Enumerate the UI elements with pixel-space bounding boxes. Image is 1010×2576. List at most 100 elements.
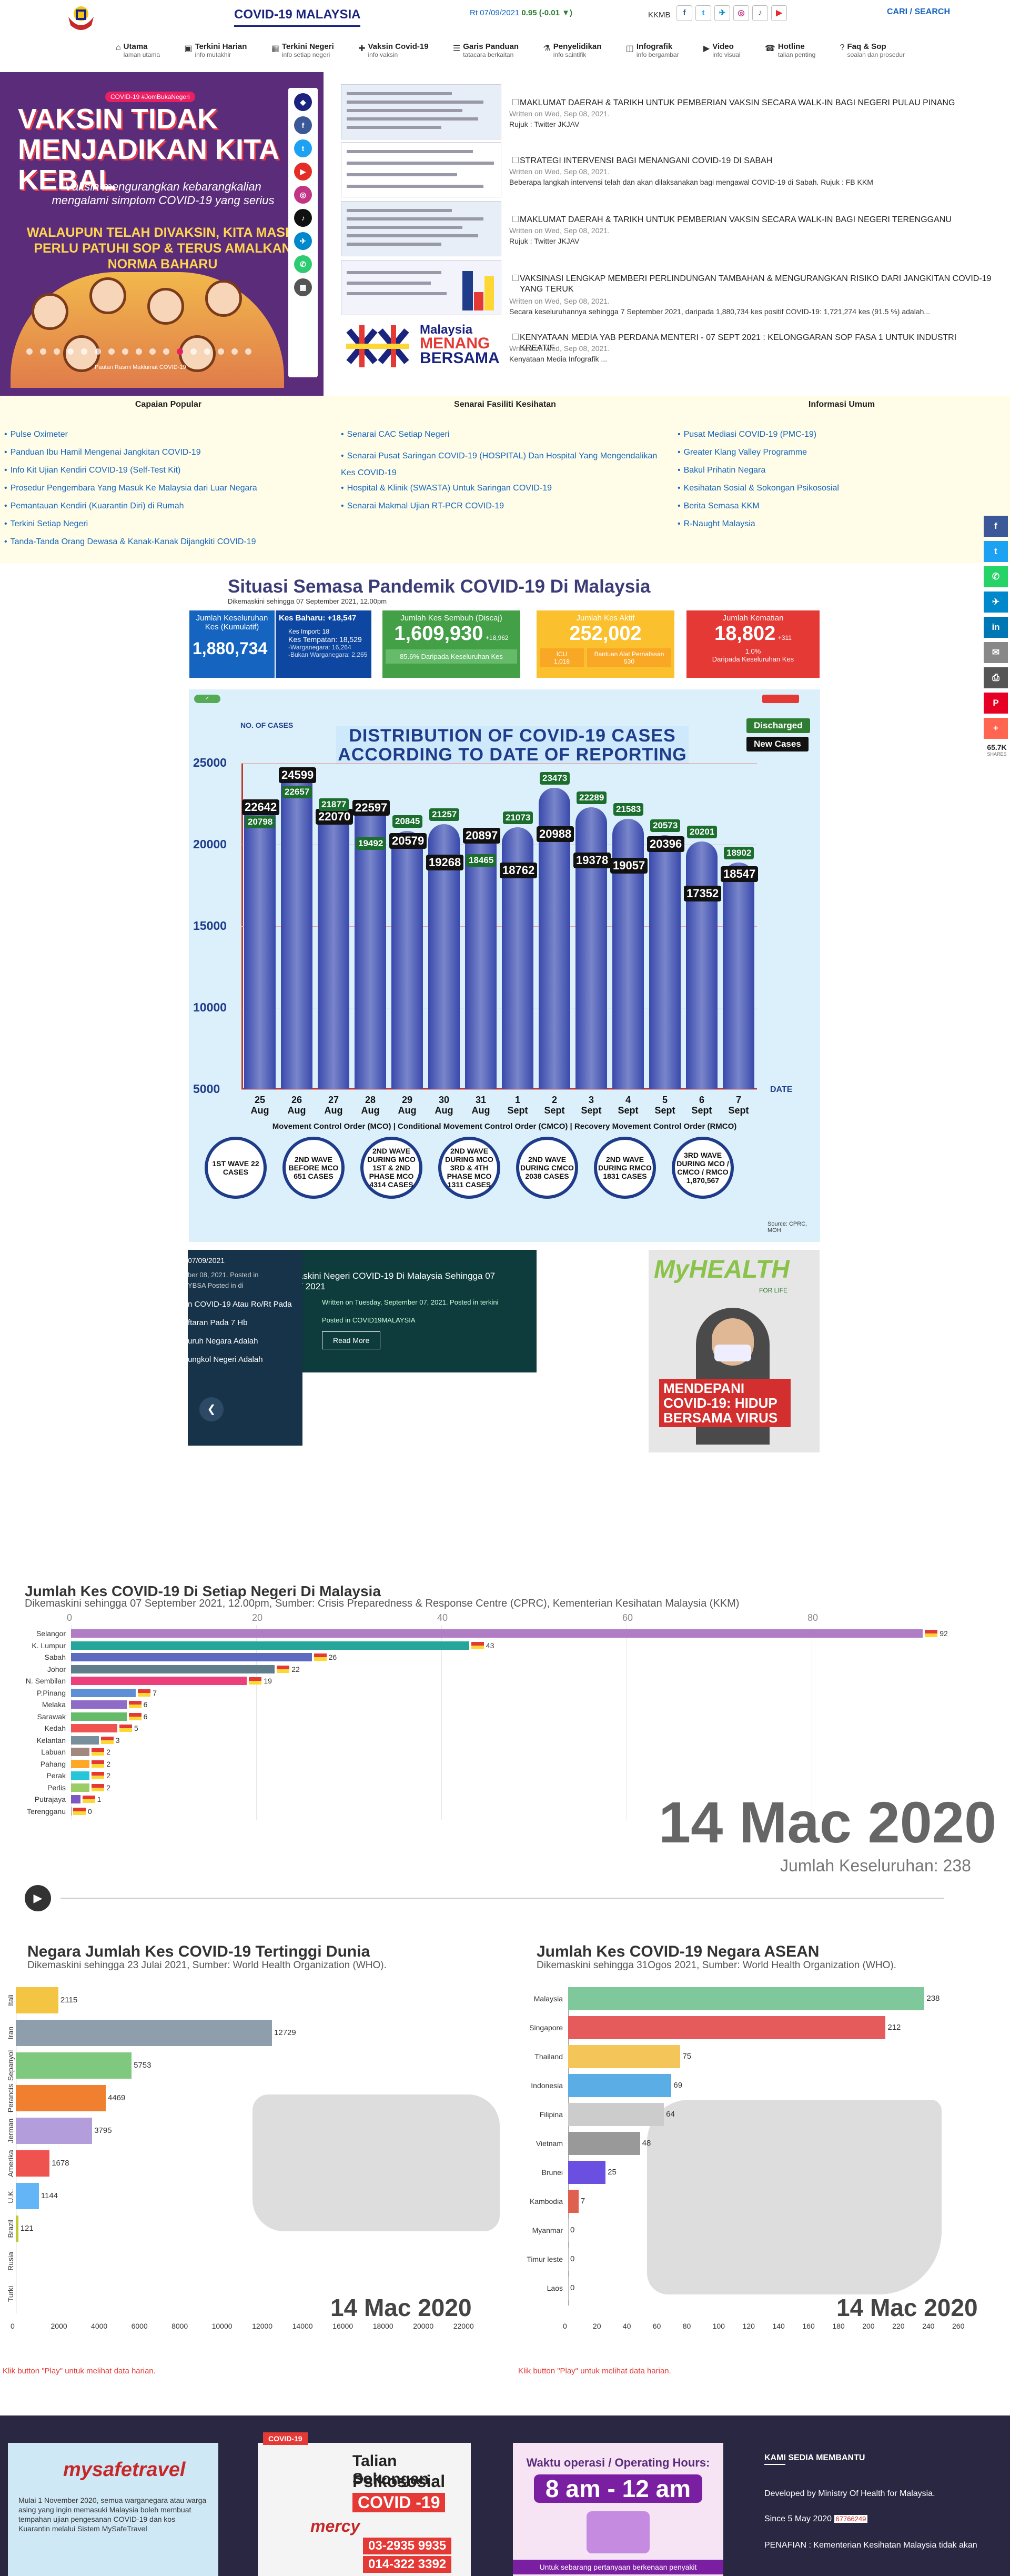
slide-dot[interactable] [218, 348, 224, 355]
news-item[interactable]: MAKLUMAT DAERAH & TARIKH UNTUK PEMBERIAN… [341, 201, 996, 257]
nav-item-hotline[interactable]: ☎ Hotline talian penting [765, 42, 815, 65]
tiktok-icon[interactable]: ♪ [752, 5, 768, 21]
news-title[interactable]: STRATEGI INTERVENSI BAGI MENANGANI COVID… [520, 156, 773, 165]
link-item[interactable]: Panduan Ibu Hamil Mengenai Jangkitan COV… [4, 448, 201, 457]
hero-banner[interactable]: COVID-19 #JomBukaNegeri VAKSIN TIDAK MEN… [0, 72, 324, 396]
news-item[interactable]: STRATEGI INTERVENSI BAGI MENANGANI COVID… [341, 142, 996, 198]
pinterest-share-icon[interactable]: P [984, 693, 1008, 714]
timeline-slider[interactable] [60, 1898, 944, 1899]
nav-item-garis-panduan[interactable]: ☰ Garis Panduan tatacara berkaitan [453, 42, 519, 65]
nav-item-video[interactable]: ▶ Video info visual [703, 42, 741, 65]
site-title[interactable]: COVID-19 MALAYSIA [234, 7, 361, 22]
slide-dot[interactable] [204, 348, 210, 355]
nav-item-terkini-negeri[interactable]: ▦ Terkini Negeri info setiap negeri [271, 42, 334, 65]
state-value: 2 [106, 1783, 110, 1792]
news-title[interactable]: MAKLUMAT DAERAH & TARIKH UNTUK PEMBERIAN… [520, 215, 952, 224]
nav-item-faq[interactable]: ? Faq & Sop soalan dan prosedur [840, 42, 905, 65]
nav-item-infografik[interactable]: ◫ Infografik info bergambar [626, 42, 679, 65]
slide-dot[interactable] [149, 348, 156, 355]
promo-line[interactable]: n COVID-19 Atau Ro/Rt Pada [188, 1300, 292, 1309]
link-item[interactable]: Bakul Prihatin Negara [678, 466, 766, 475]
new-cases-label: 22642 [242, 799, 280, 816]
coat-of-arms-logo[interactable] [62, 2, 100, 35]
youtube-icon[interactable]: ▶ [771, 5, 787, 21]
slide-dot-active[interactable] [177, 348, 183, 355]
news-thumbnail[interactable] [341, 84, 501, 139]
chevron-left-icon[interactable]: ❮ [199, 1397, 224, 1421]
nav-item-penyelidikan[interactable]: ⚗ Penyelidikan info saintifik [543, 42, 601, 65]
instagram-icon[interactable]: ◎ [733, 5, 749, 21]
slide-dot[interactable] [231, 348, 238, 355]
link-item[interactable]: Tanda-Tanda Orang Dewasa & Kanak-Kanak D… [4, 537, 256, 547]
news-thumbnail[interactable] [341, 260, 501, 315]
country-bar [16, 2150, 50, 2177]
news-item[interactable]: VAKSINASI LENGKAP MEMBERI PERLINDUNGAN T… [341, 260, 996, 316]
news-title[interactable]: KENYATAAN MEDIA YAB PERDANA MENTERI - 07… [520, 333, 957, 353]
slide-dot[interactable] [95, 348, 101, 355]
promo-line[interactable]: ungkol Negeri Adalah [188, 1355, 263, 1364]
link-item[interactable]: Senarai CAC Setiap Negeri [341, 430, 450, 439]
link-item[interactable]: Pemantauan Kendiri (Kuarantin Diri) di R… [4, 502, 184, 511]
news-item[interactable]: Malaysia MENANG BERSAMA KENYATAAN MEDIA YA… [341, 319, 996, 375]
slide-dot[interactable] [190, 348, 197, 355]
more-share-icon[interactable]: + [984, 718, 1008, 739]
slide-dot[interactable] [26, 348, 33, 355]
psychosocial-hotline-card[interactable]: COVID-19 Talian Sokongan Psikososial COV… [258, 2432, 471, 2576]
link-item[interactable]: Pulse Oximeter [4, 430, 68, 439]
slide-dot[interactable] [136, 348, 142, 355]
news-title[interactable]: MAKLUMAT DAERAH & TARIKH UNTUK PEMBERIAN… [520, 98, 955, 107]
link-item[interactable]: Berita Semasa KKM [678, 502, 760, 511]
search-link[interactable]: CARI / SEARCH [887, 7, 951, 16]
link-item[interactable]: Senarai Pusat Saringan COVID-19 (HOSPITA… [341, 448, 667, 482]
promo-line[interactable]: ftaran Pada 7 Hb [188, 1318, 248, 1327]
print-share-icon[interactable]: ⎙ [984, 667, 1008, 688]
news-thumbnail[interactable]: Malaysia MENANG BERSAMA [341, 319, 501, 374]
news-item[interactable]: MAKLUMAT DAERAH & TARIKH UNTUK PEMBERIAN… [341, 84, 996, 141]
linkedin-share-icon[interactable]: in [984, 617, 1008, 638]
mysafetravel-card[interactable]: mysafetravel Mulai 1 November 2020, semu… [8, 2443, 218, 2576]
slide-title[interactable]: Kemaskini Negeri COVID-19 Di Malaysia Se… [280, 1271, 496, 1291]
twitter-icon[interactable]: t [695, 5, 711, 21]
link-item[interactable]: Prosedur Pengembara Yang Masuk Ke Malays… [4, 484, 257, 493]
nav-item-vaksin[interactable]: ✚ Vaksin Covid-19 info vaksin [358, 42, 428, 65]
link-item[interactable]: R-Naught Malaysia [678, 519, 755, 529]
read-more-button[interactable]: Read More [322, 1331, 381, 1349]
twitter-share-icon[interactable]: t [984, 541, 1008, 562]
slide-dot[interactable] [81, 348, 87, 355]
whatsapp-share-icon[interactable]: ✆ [984, 566, 1008, 587]
slide-dot[interactable] [122, 348, 128, 355]
news-title[interactable]: VAKSINASI LENGKAP MEMBERI PERLINDUNGAN T… [520, 274, 992, 294]
link-item[interactable]: Hospital & Klinik (SWASTA) Untuk Saringa… [341, 484, 552, 493]
facebook-share-icon[interactable]: f [984, 516, 1008, 537]
nav-item-terkini-harian[interactable]: ▣ Terkini Harian info mutakhir [184, 42, 247, 65]
state-bar [71, 1641, 469, 1650]
wave-circle: 2ND WAVE DURING MCO 1ST & 2ND PHASE MCO … [360, 1137, 422, 1199]
link-item[interactable]: Info Kit Ujian Kendiri COVID-19 (Self-Te… [4, 466, 181, 475]
operating-hours-card[interactable]: Waktu operasi / Operating Hours: 8 am - … [513, 2443, 723, 2576]
slide-dot[interactable] [54, 348, 60, 355]
slide-dot[interactable] [40, 348, 46, 355]
telegram-icon[interactable]: ✈ [714, 5, 730, 21]
news-thumbnail[interactable] [341, 142, 501, 197]
kkmb-label[interactable]: KKMB [648, 11, 671, 19]
facebook-icon[interactable]: f [676, 5, 692, 21]
country-bar [16, 2020, 272, 2046]
link-item[interactable]: Kesihatan Sosial & Sokongan Psikososial [678, 484, 839, 493]
myhealth-banner[interactable]: MyHEALTH FOR LIFE MENDEPANI COVID-19: HI… [649, 1250, 820, 1452]
telegram-share-icon[interactable]: ✈ [984, 592, 1008, 613]
link-item[interactable]: Pusat Mediasi COVID-19 (PMC-19) [678, 430, 817, 439]
play-button[interactable]: ▶ [25, 1885, 51, 1911]
x-tick-label: 4 Sept [618, 1095, 639, 1116]
legend-discharged: Discharged [746, 718, 810, 733]
nav-item-utama[interactable]: ⌂ Utama laman utama [116, 42, 160, 65]
slide-dot[interactable] [163, 348, 169, 355]
slide-dot[interactable] [108, 348, 115, 355]
link-item[interactable]: Senarai Makmal Ujian RT-PCR COVID-19 [341, 502, 504, 511]
promo-line[interactable]: uruh Negara Adalah [188, 1337, 258, 1346]
email-share-icon[interactable]: ✉ [984, 642, 1008, 663]
slide-dot[interactable] [245, 348, 251, 355]
slide-dot[interactable] [67, 348, 74, 355]
link-item[interactable]: Terkini Setiap Negeri [4, 519, 88, 529]
link-item[interactable]: Greater Klang Valley Programme [678, 448, 807, 457]
news-thumbnail[interactable] [341, 201, 501, 256]
